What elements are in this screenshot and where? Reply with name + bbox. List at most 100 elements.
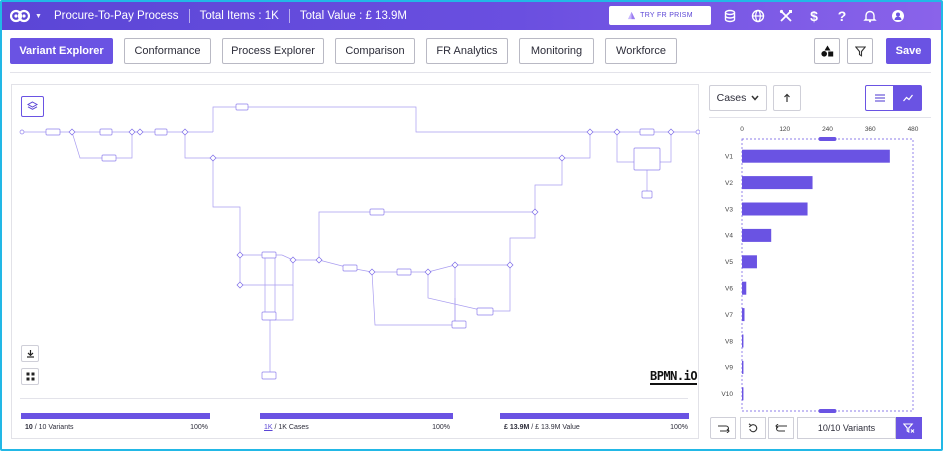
chevron-down-icon bbox=[751, 95, 759, 101]
layers-button[interactable] bbox=[21, 96, 44, 117]
x-tick-label: 240 bbox=[822, 126, 833, 133]
chart-view-toggle[interactable] bbox=[893, 85, 922, 111]
y-tick-label: V8 bbox=[725, 338, 733, 345]
sort-button[interactable] bbox=[773, 85, 801, 111]
tab-fr-analytics[interactable]: FR Analytics bbox=[426, 38, 508, 64]
bar-v5[interactable] bbox=[742, 255, 757, 269]
bar-v7[interactable] bbox=[742, 308, 745, 322]
metric-select[interactable]: Cases bbox=[709, 85, 767, 111]
bpmn-io-logo[interactable]: BPMN.iO bbox=[650, 369, 698, 385]
clear-filter-button[interactable] bbox=[896, 417, 922, 439]
y-tick-label: V6 bbox=[725, 286, 733, 293]
process-map-panel bbox=[11, 84, 699, 439]
bell-icon[interactable] bbox=[860, 6, 880, 26]
bar-v6[interactable] bbox=[742, 281, 747, 295]
globe-icon[interactable] bbox=[748, 6, 768, 26]
variants-progress-bar bbox=[21, 413, 210, 419]
x-tick-label: 0 bbox=[740, 126, 744, 133]
dollar-icon[interactable]: $ bbox=[810, 8, 818, 24]
divider bbox=[709, 117, 931, 118]
tab-variant-explorer[interactable]: Variant Explorer bbox=[10, 38, 113, 64]
bar-v9[interactable] bbox=[742, 360, 744, 374]
y-tick-label: V10 bbox=[721, 391, 733, 398]
chevron-down-icon: ▼ bbox=[35, 12, 42, 20]
process-map-canvas[interactable] bbox=[12, 85, 700, 395]
scroll-handle-bottom[interactable] bbox=[818, 409, 837, 413]
fit-to-screen-button[interactable] bbox=[21, 368, 39, 385]
redo-path-button[interactable] bbox=[710, 417, 736, 439]
value-progress-bar bbox=[500, 413, 689, 419]
bar-v3[interactable] bbox=[742, 202, 808, 216]
divider bbox=[188, 9, 190, 23]
tab-monitoring[interactable]: Monitoring bbox=[519, 38, 594, 64]
y-tick-label: V9 bbox=[725, 365, 733, 372]
y-tick-label: V1 bbox=[725, 154, 733, 161]
database-icon[interactable] bbox=[720, 6, 740, 26]
scroll-handle-top[interactable] bbox=[818, 137, 837, 141]
reset-button[interactable] bbox=[740, 417, 766, 439]
bar-v10[interactable] bbox=[742, 387, 744, 401]
divider bbox=[10, 72, 931, 73]
fullscreen-icon bbox=[26, 372, 34, 381]
x-tick-label: 480 bbox=[908, 126, 919, 133]
y-tick-label: V5 bbox=[725, 259, 733, 266]
loop-button[interactable] bbox=[768, 417, 794, 439]
y-tick-label: V4 bbox=[725, 233, 733, 240]
variant-bar-chart: 0 120 240 360 480 V1 V2 V3 V4 V5 V6 V7 V8 V9 V10 bbox=[721, 126, 919, 413]
list-icon bbox=[874, 94, 885, 102]
download-icon bbox=[26, 350, 34, 358]
bar-v8[interactable] bbox=[742, 334, 744, 348]
x-tick-label: 120 bbox=[779, 126, 790, 133]
value-total: / £ 13.9M Value bbox=[531, 424, 580, 431]
user-settings-icon[interactable] bbox=[888, 6, 908, 26]
try-fr-prism-button[interactable]: TRY FR PRISM bbox=[609, 6, 711, 25]
y-tick-label: V7 bbox=[725, 312, 733, 319]
shapes-button[interactable] bbox=[814, 38, 840, 64]
cases-progress-bar bbox=[260, 413, 453, 419]
filter-clear-icon bbox=[903, 422, 915, 433]
cases-count-link[interactable]: 1K bbox=[264, 424, 273, 431]
divider bbox=[288, 9, 290, 23]
variants-percent: 100% bbox=[190, 424, 208, 431]
bar-v4[interactable] bbox=[742, 228, 772, 242]
bar-v2[interactable] bbox=[742, 176, 813, 190]
prism-icon bbox=[628, 11, 636, 20]
value-progress-text: £ 13.9M / £ 13.9M Value bbox=[504, 424, 580, 431]
app-logo[interactable]: ▼ bbox=[10, 9, 42, 23]
value-percent: 100% bbox=[670, 424, 688, 431]
tab-workforce[interactable]: Workforce bbox=[605, 38, 677, 64]
variants-progress-text: 10 / 10 Variants bbox=[25, 424, 74, 431]
arrow-up-icon bbox=[784, 93, 790, 102]
tab-process-explorer[interactable]: Process Explorer bbox=[222, 38, 324, 64]
help-icon[interactable]: ? bbox=[837, 8, 847, 24]
variants-count-label: 10/10 Variants bbox=[797, 417, 896, 439]
x-tick-label: 360 bbox=[865, 126, 876, 133]
y-tick-label: V3 bbox=[725, 206, 733, 213]
y-tick-label: V2 bbox=[725, 180, 733, 187]
value-count: £ 13.9M bbox=[504, 424, 530, 431]
line-chart-icon bbox=[902, 94, 913, 102]
logo-icon bbox=[10, 9, 30, 23]
tab-comparison[interactable]: Comparison bbox=[335, 38, 415, 64]
try-fr-prism-label: TRY FR PRISM bbox=[640, 12, 693, 19]
download-button[interactable] bbox=[21, 345, 39, 362]
top-bar: ▼ Procure-To-Pay Process Total Items : 1… bbox=[2, 2, 941, 30]
cases-percent: 100% bbox=[432, 424, 450, 431]
variants-count: 10 bbox=[25, 424, 33, 431]
total-value: Total Value : £ 13.9M bbox=[299, 10, 408, 22]
loop-icon bbox=[774, 423, 787, 432]
undo-icon bbox=[748, 423, 758, 433]
metric-select-value: Cases bbox=[716, 92, 747, 104]
variants-total: / 10 Variants bbox=[34, 424, 74, 431]
total-items: Total Items : 1K bbox=[199, 10, 279, 22]
divider bbox=[20, 398, 688, 399]
filter-button[interactable] bbox=[847, 38, 873, 64]
bar-v1[interactable] bbox=[742, 149, 890, 163]
filter-icon bbox=[854, 45, 866, 57]
list-view-toggle[interactable] bbox=[865, 85, 894, 111]
tools-icon[interactable] bbox=[776, 6, 796, 26]
save-button[interactable]: Save bbox=[886, 38, 931, 64]
tab-conformance[interactable]: Conformance bbox=[124, 38, 211, 64]
cases-total: / 1K Cases bbox=[274, 424, 309, 431]
cases-progress-text: 1K / 1K Cases bbox=[264, 424, 309, 431]
